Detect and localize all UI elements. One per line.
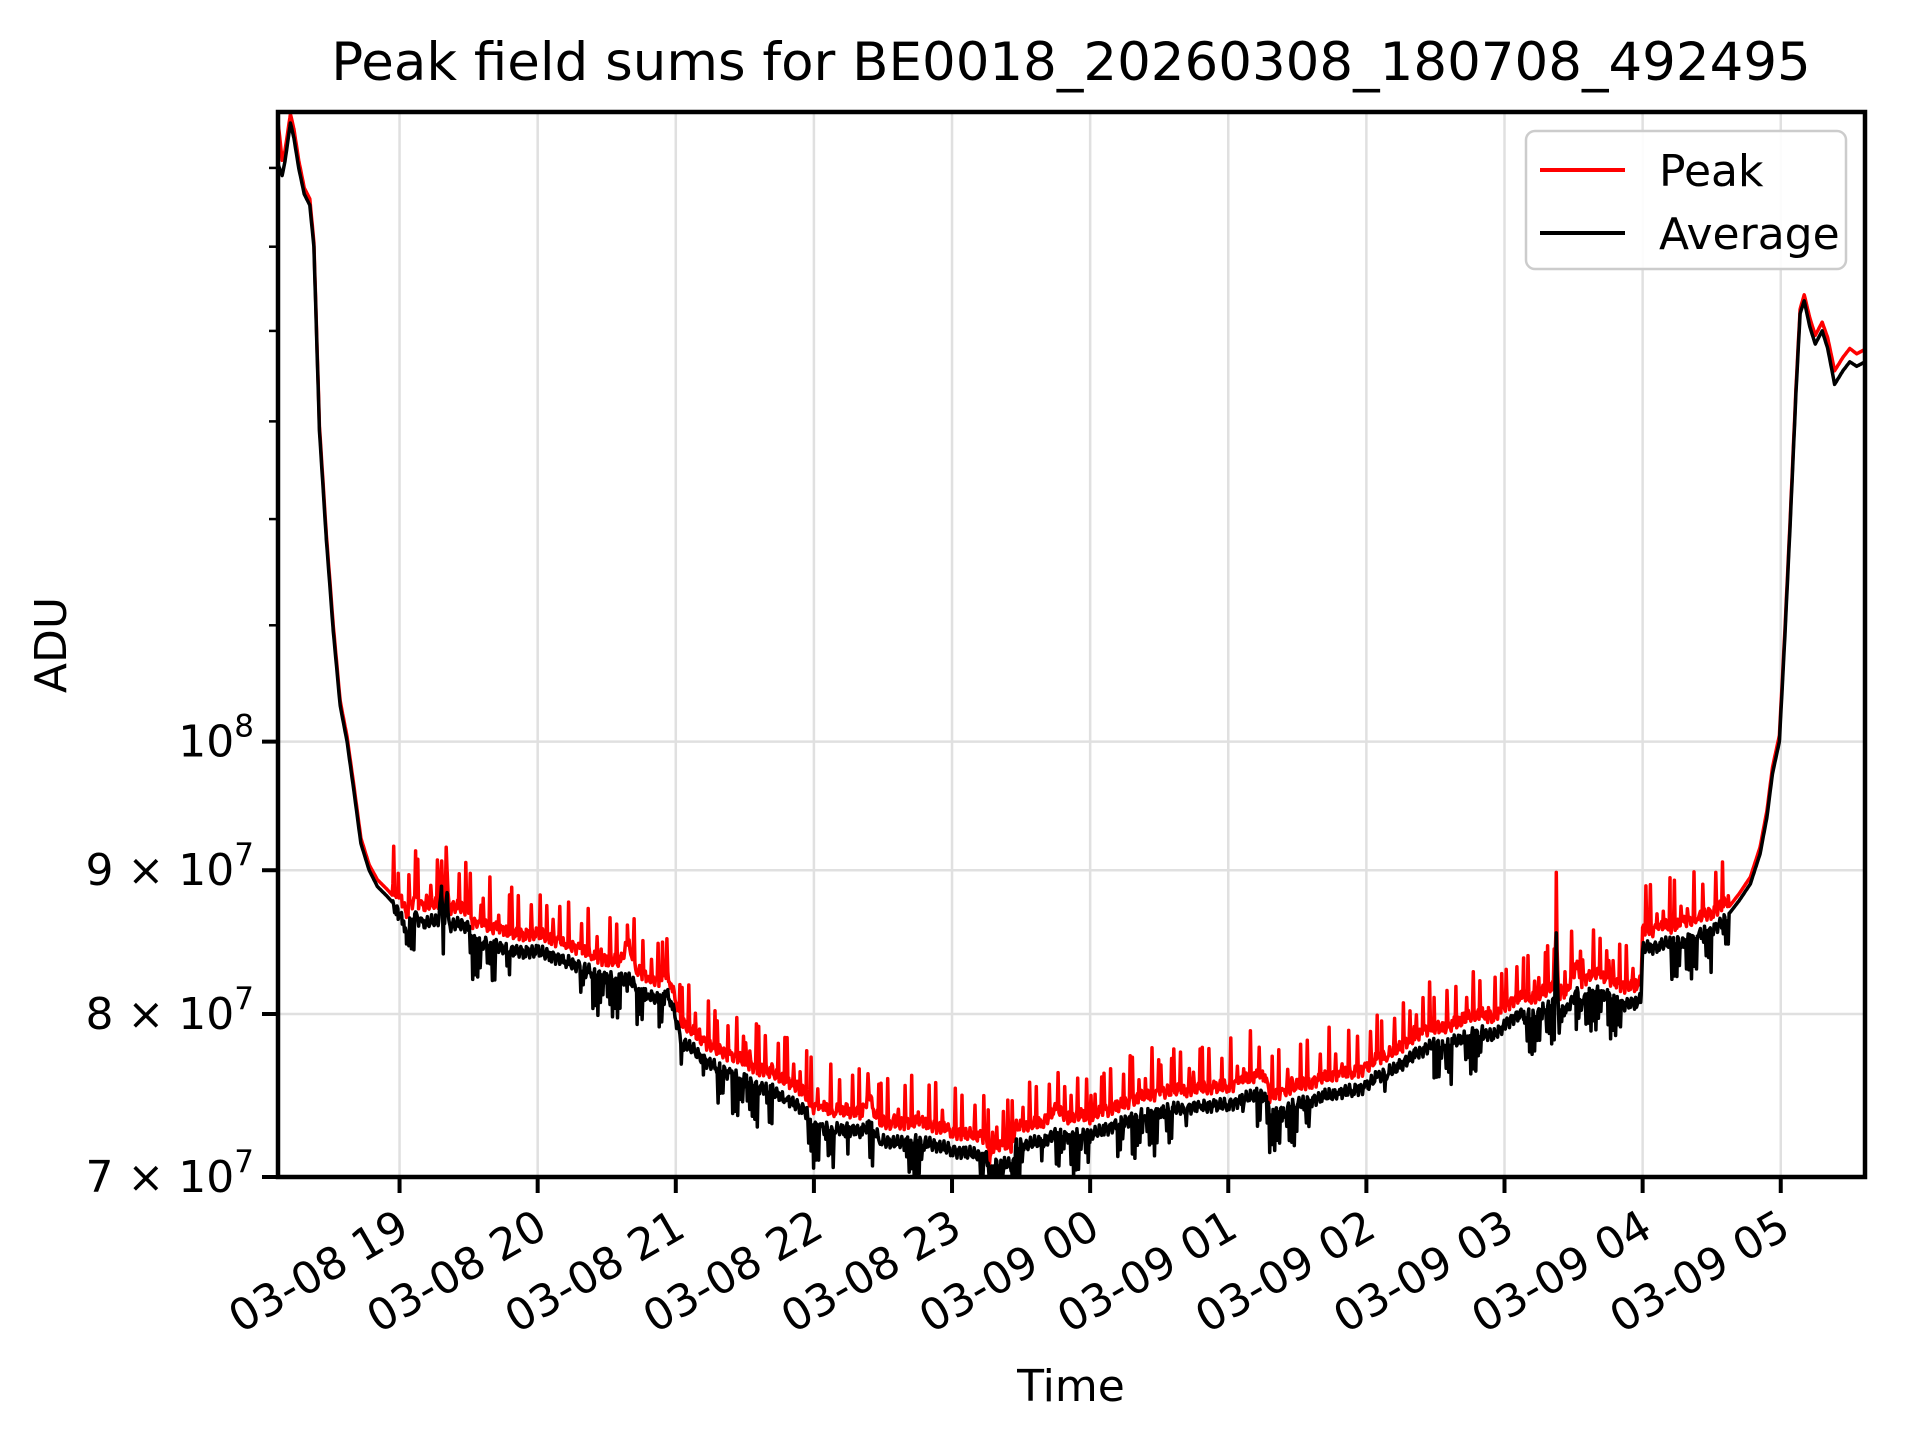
grid-lines bbox=[278, 112, 1865, 1179]
chart-title: Peak field sums for BE0018_20260308_1807… bbox=[331, 32, 1811, 93]
legend-average-label: Average bbox=[1659, 209, 1840, 260]
legend-peak-label: Peak bbox=[1659, 146, 1764, 197]
y-axis-label: ADU bbox=[26, 597, 77, 693]
legend: Peak Average bbox=[1524, 129, 1848, 271]
peak-series-line bbox=[276, 112, 1866, 1169]
x-axis-label: Time bbox=[1016, 1361, 1125, 1412]
y-tick-label: 108 bbox=[178, 709, 254, 768]
y-tick-label: 9 × 107 bbox=[85, 837, 254, 896]
plot-frame bbox=[275, 109, 1868, 1180]
y-tick-label: 7 × 107 bbox=[85, 1144, 254, 1203]
y-tick-label: 8 × 107 bbox=[85, 981, 254, 1040]
average-series-line bbox=[276, 121, 1866, 1179]
